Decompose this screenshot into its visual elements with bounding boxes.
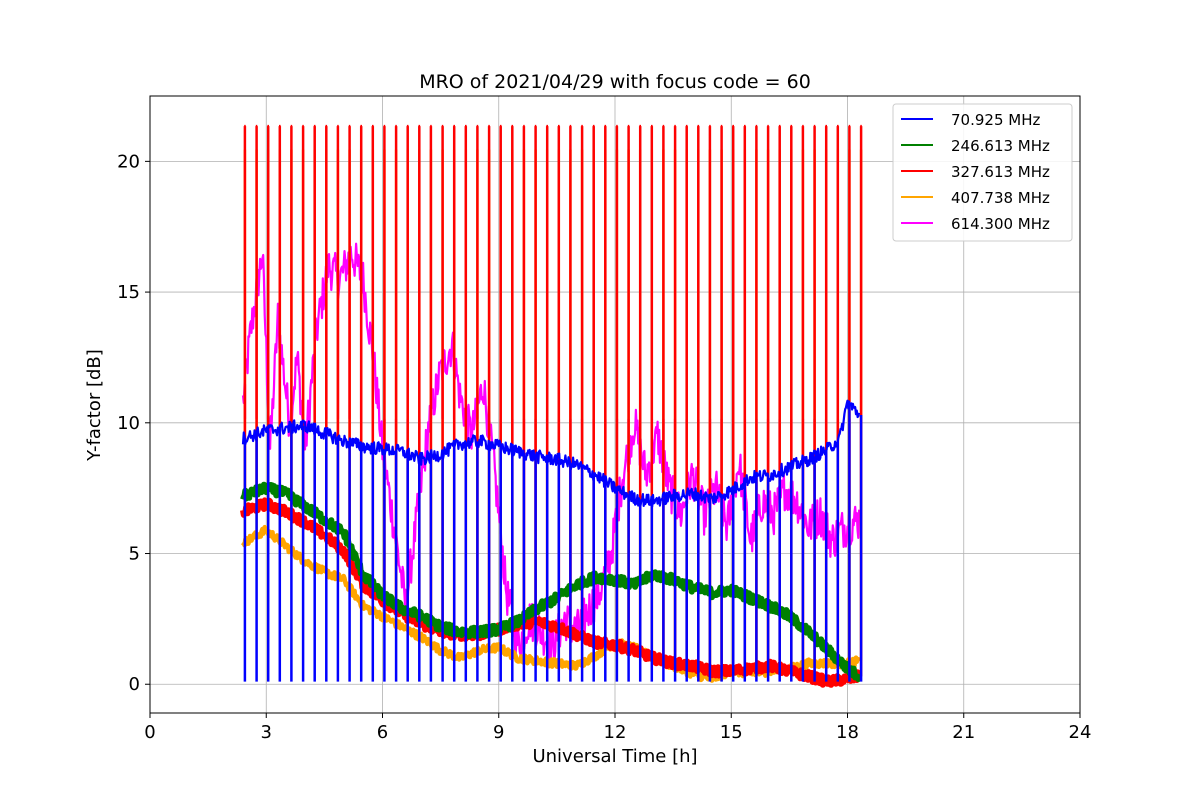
- legend-box: [892, 103, 1073, 242]
- y-axis-label: Y-factor [dB]: [84, 349, 105, 462]
- y-tick-label: 0: [129, 674, 140, 695]
- x-tick-label: 9: [493, 722, 504, 743]
- y-tick-label: 15: [117, 282, 140, 303]
- x-tick-label: 12: [604, 722, 627, 743]
- series-layer: [240, 124, 863, 688]
- x-tick-label: 15: [720, 722, 743, 743]
- x-tick-label: 21: [952, 722, 975, 743]
- series-0-pulses: [243, 404, 863, 682]
- y-tick-label: 5: [129, 544, 140, 565]
- x-tick-label: 24: [1069, 722, 1092, 743]
- chart-title: MRO of 2021/04/29 with focus code = 60: [419, 71, 811, 93]
- series-2-pulses: [243, 126, 863, 682]
- x-tick-label: 18: [836, 722, 859, 743]
- legend-label: 327.613 MHz: [951, 163, 1050, 181]
- y-tick-label: 20: [117, 151, 140, 172]
- legend-label: 70.925 MHz: [951, 111, 1040, 129]
- x-axis-label: Universal Time [h]: [532, 746, 697, 767]
- legend-label: 407.738 MHz: [951, 189, 1050, 207]
- series-0: [241, 399, 863, 682]
- x-tick-label: 0: [144, 722, 155, 743]
- ticks: 0 3 6 9 12 15 18 21 24 0 5 10 15 20: [117, 151, 1091, 743]
- legend-label: 614.300 MHz: [951, 215, 1050, 233]
- legend-label: 246.613 MHz: [951, 137, 1050, 155]
- x-tick-label: 6: [377, 722, 388, 743]
- series-0-line: [241, 399, 861, 508]
- legend: 70.925 MHz 246.613 MHz 327.613 MHz 407.738 …: [892, 103, 1073, 242]
- x-tick-label: 3: [261, 722, 272, 743]
- y-tick-label: 10: [117, 413, 140, 434]
